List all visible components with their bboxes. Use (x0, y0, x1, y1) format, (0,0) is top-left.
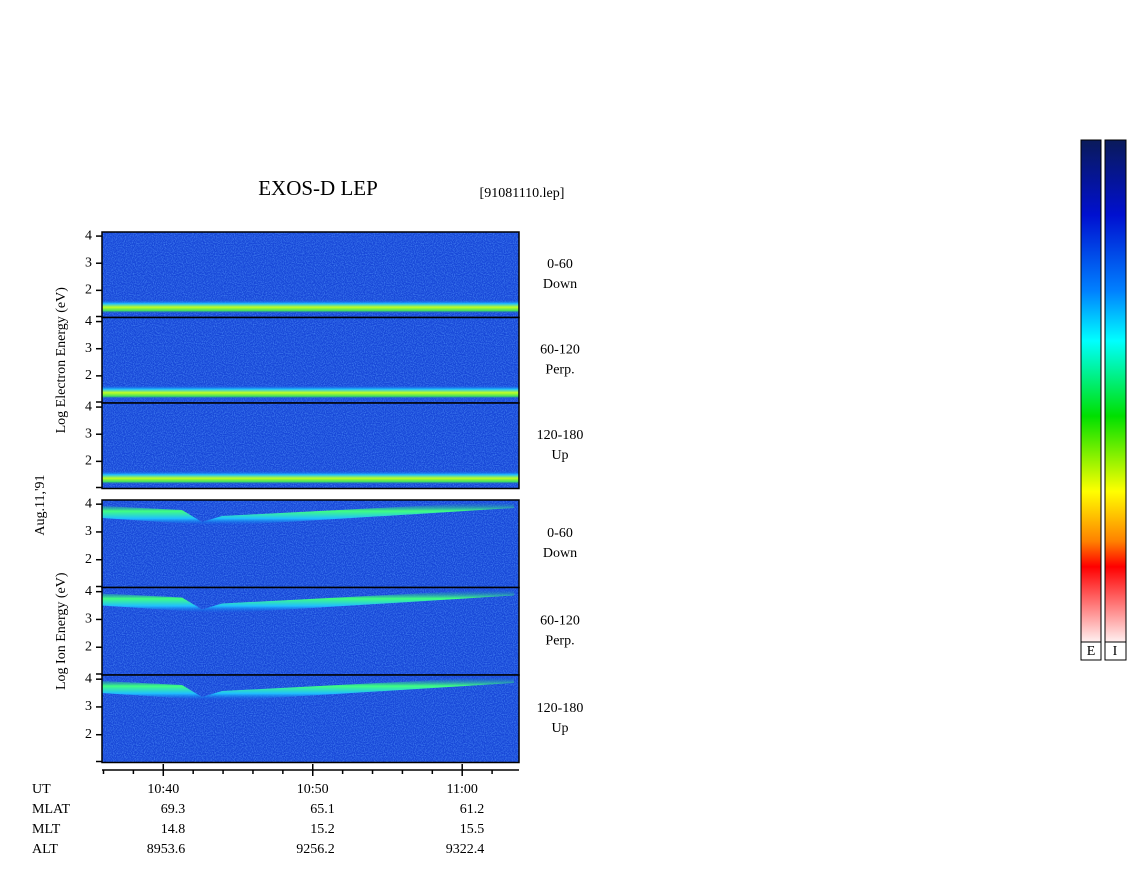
panel-angle: 60-120 (540, 342, 580, 357)
spectrogram-band (102, 299, 519, 314)
colorbar (1104, 139, 1127, 643)
colorbar (1080, 139, 1102, 643)
colorbar-label: I (1113, 644, 1118, 659)
y-axis-label: Log Ion Energy (eV) (54, 572, 69, 690)
x-tick-label: 11:00 (447, 782, 478, 797)
panel-frame (101, 402, 520, 490)
orbit-value: 15.2 (310, 822, 335, 837)
y-tick-label: 3 (85, 255, 92, 270)
y-tick-label: 4 (85, 314, 92, 329)
orbit-value: 9256.2 (296, 842, 335, 857)
colorbar-box (1104, 641, 1127, 661)
orbit-value: 15.5 (460, 822, 485, 837)
spectrogram-band (102, 501, 514, 526)
panel-angle: 0-60 (547, 526, 573, 541)
y-tick-label: 4 (85, 399, 92, 414)
x-tick-label: 10:40 (147, 782, 179, 797)
panel-frame (101, 674, 520, 764)
y-tick-label: 4 (85, 496, 92, 511)
panel-direction: Perp. (545, 362, 574, 377)
panel-direction: Up (551, 721, 568, 736)
spectrogram-band (102, 470, 519, 485)
panel-angle: 60-120 (540, 613, 580, 628)
orbit-label: MLAT (32, 802, 71, 817)
y-tick-label: 4 (85, 671, 92, 686)
panel-direction: Up (551, 448, 568, 463)
y-tick-label: 3 (85, 612, 92, 627)
colorbar-label: E (1087, 644, 1096, 659)
y-tick-label: 3 (85, 426, 92, 441)
spectrogram-band (102, 385, 519, 399)
panel-direction: Down (543, 546, 577, 561)
date-label: Aug.11,'91 (33, 474, 48, 535)
panel-direction: Perp. (545, 633, 574, 648)
panel-angle: 0-60 (547, 257, 573, 272)
orbit-value: 14.8 (161, 822, 186, 837)
x-axis-label: UT (32, 782, 51, 797)
orbit-value: 65.1 (310, 802, 335, 817)
panel-angle: 120-180 (537, 701, 584, 716)
y-tick-label: 2 (85, 283, 92, 298)
y-axis-label: Log Electron Energy (eV) (54, 287, 69, 434)
orbit-value: 9322.4 (446, 842, 485, 857)
y-tick-label: 2 (85, 552, 92, 567)
x-tick-label: 10:50 (297, 782, 329, 797)
panel-angle: 120-180 (537, 428, 584, 443)
y-tick-label: 4 (85, 584, 92, 599)
panel-direction: Down (543, 277, 577, 292)
y-tick-label: 2 (85, 727, 92, 742)
colorbar-box (1080, 641, 1102, 661)
orbit-value: 69.3 (161, 802, 186, 817)
y-tick-label: 3 (85, 699, 92, 714)
spectrogram-band (102, 588, 514, 614)
orbit-label: MLT (32, 822, 61, 837)
orbit-value: 8953.6 (147, 842, 186, 857)
y-tick-label: 2 (85, 454, 92, 469)
y-tick-label: 2 (85, 639, 92, 654)
y-tick-label: 3 (85, 341, 92, 356)
y-tick-label: 4 (85, 228, 92, 243)
spectrogram-band (102, 676, 514, 701)
orbit-value: 61.2 (460, 802, 485, 817)
orbit-label: ALT (32, 842, 58, 857)
subtitle: [91081110.lep] (480, 186, 565, 201)
title: EXOS-D LEP (258, 176, 378, 200)
y-tick-label: 2 (85, 368, 92, 383)
y-tick-label: 3 (85, 524, 92, 539)
